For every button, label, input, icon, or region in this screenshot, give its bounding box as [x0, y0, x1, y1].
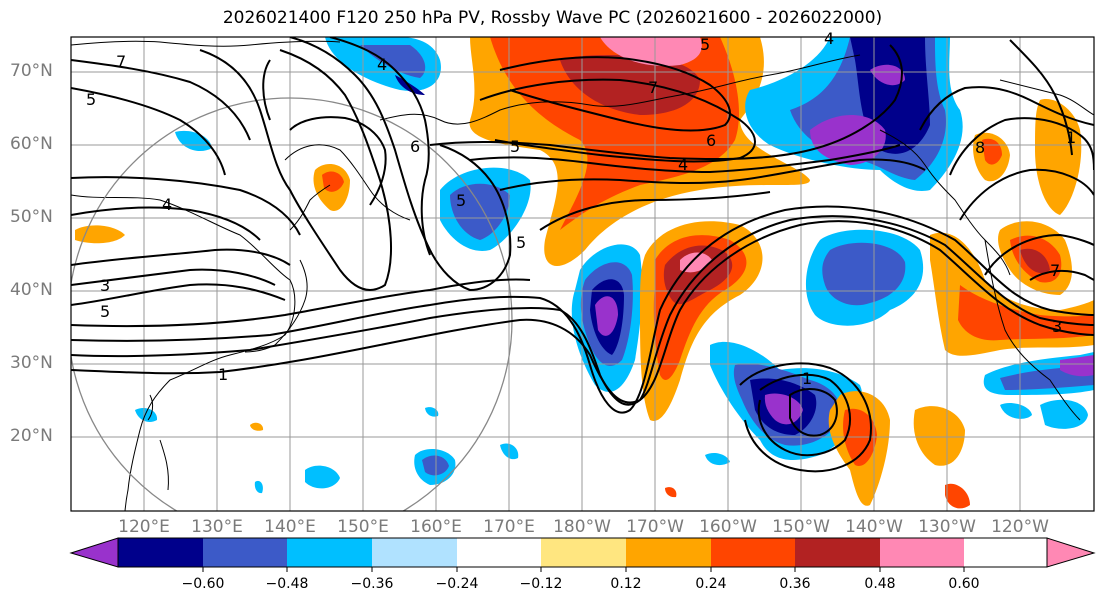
contour-label: 5: [516, 233, 526, 252]
contour-label: 7: [116, 52, 126, 71]
lon-label: 150°W: [772, 517, 830, 537]
colorbar-tick-label: −0.12: [519, 576, 563, 592]
contour-label: 4: [377, 55, 387, 74]
contour-label: 8: [975, 138, 985, 157]
contour-label: 5: [86, 90, 96, 109]
contour-label: 5: [510, 137, 520, 156]
map-frame: [70, 36, 1095, 512]
lon-label: 140°W: [845, 517, 903, 537]
contour-label: 3: [1052, 317, 1062, 336]
lon-label: 140°E: [264, 517, 316, 537]
colorbar-segment: [457, 538, 541, 567]
contour-label: 5: [700, 35, 710, 54]
circle-outline: [71, 97, 513, 511]
lon-label: 160°E: [410, 517, 462, 537]
colorbar-tick-label: 0.48: [864, 576, 896, 592]
colorbar-segment: [118, 538, 203, 567]
pv-contours: [71, 37, 1094, 473]
colorbar-tick-label: −0.36: [350, 576, 394, 592]
lon-label: 120°W: [991, 517, 1049, 537]
lon-label: 130°W: [918, 517, 976, 537]
contour-label: 7: [648, 78, 658, 97]
lat-label: 30°N: [10, 353, 53, 373]
contour-label: 4: [824, 29, 834, 48]
contour-label: 4: [678, 155, 688, 174]
lat-label: 60°N: [10, 134, 53, 154]
colorbar-tick-label: 0.12: [610, 576, 642, 592]
colorbar-segment: [203, 538, 287, 567]
contour-label: 4: [162, 195, 172, 214]
contour-label-layer: 7 5 6 5 4 3 5 1 4 6 7 5 4 5 5 4 1 7 3 8 …: [86, 29, 1076, 388]
colorbar-segment: [880, 538, 964, 567]
colorbar-tick-label: −0.48: [265, 576, 309, 592]
colorbar: [69, 537, 1096, 572]
colorbar-segment: [626, 538, 711, 567]
colorbar-segment: [541, 538, 626, 567]
contour-label: 1: [1066, 128, 1076, 147]
lon-label: 180°W: [553, 517, 611, 537]
colorbar-extend-left: [69, 537, 119, 568]
lat-label: 40°N: [10, 280, 53, 300]
lon-label: 160°W: [699, 517, 757, 537]
lat-label: 20°N: [10, 426, 53, 446]
colorbar-segment: [287, 538, 372, 567]
lon-label: 120°E: [118, 517, 170, 537]
colorbar-segment: [711, 538, 795, 567]
contour-label: 1: [802, 369, 812, 388]
contour-label: 6: [410, 137, 420, 156]
lat-label: 50°N: [10, 207, 53, 227]
graticule: [71, 37, 1094, 511]
lon-label: 170°W: [626, 517, 684, 537]
contour-label: 1: [218, 365, 228, 384]
contour-label: 3: [100, 276, 110, 295]
colorbar-segment: [372, 538, 457, 567]
lat-label: 70°N: [10, 61, 53, 81]
contour-label: 6: [706, 131, 716, 150]
colorbar-segment: [795, 538, 880, 567]
contour-label: 7: [1050, 261, 1060, 280]
colorbar-tick-label: 0.60: [948, 576, 980, 592]
colorbar-tick-label: −0.24: [435, 576, 479, 592]
colorbar-tick-label: −0.60: [181, 576, 225, 592]
map-title: 2026021400 F120 250 hPa PV, Rossby Wave …: [222, 8, 883, 28]
colorbar-extend-right: [1046, 537, 1096, 568]
contour-label: 5: [456, 191, 466, 210]
colorbar-tick-label: 0.36: [779, 576, 811, 592]
lon-label: 130°E: [191, 517, 243, 537]
lon-label: 170°E: [483, 517, 535, 537]
lon-label: 150°E: [337, 517, 389, 537]
contour-label: 5: [100, 302, 110, 321]
colorbar-tick-label: 0.24: [695, 576, 727, 592]
